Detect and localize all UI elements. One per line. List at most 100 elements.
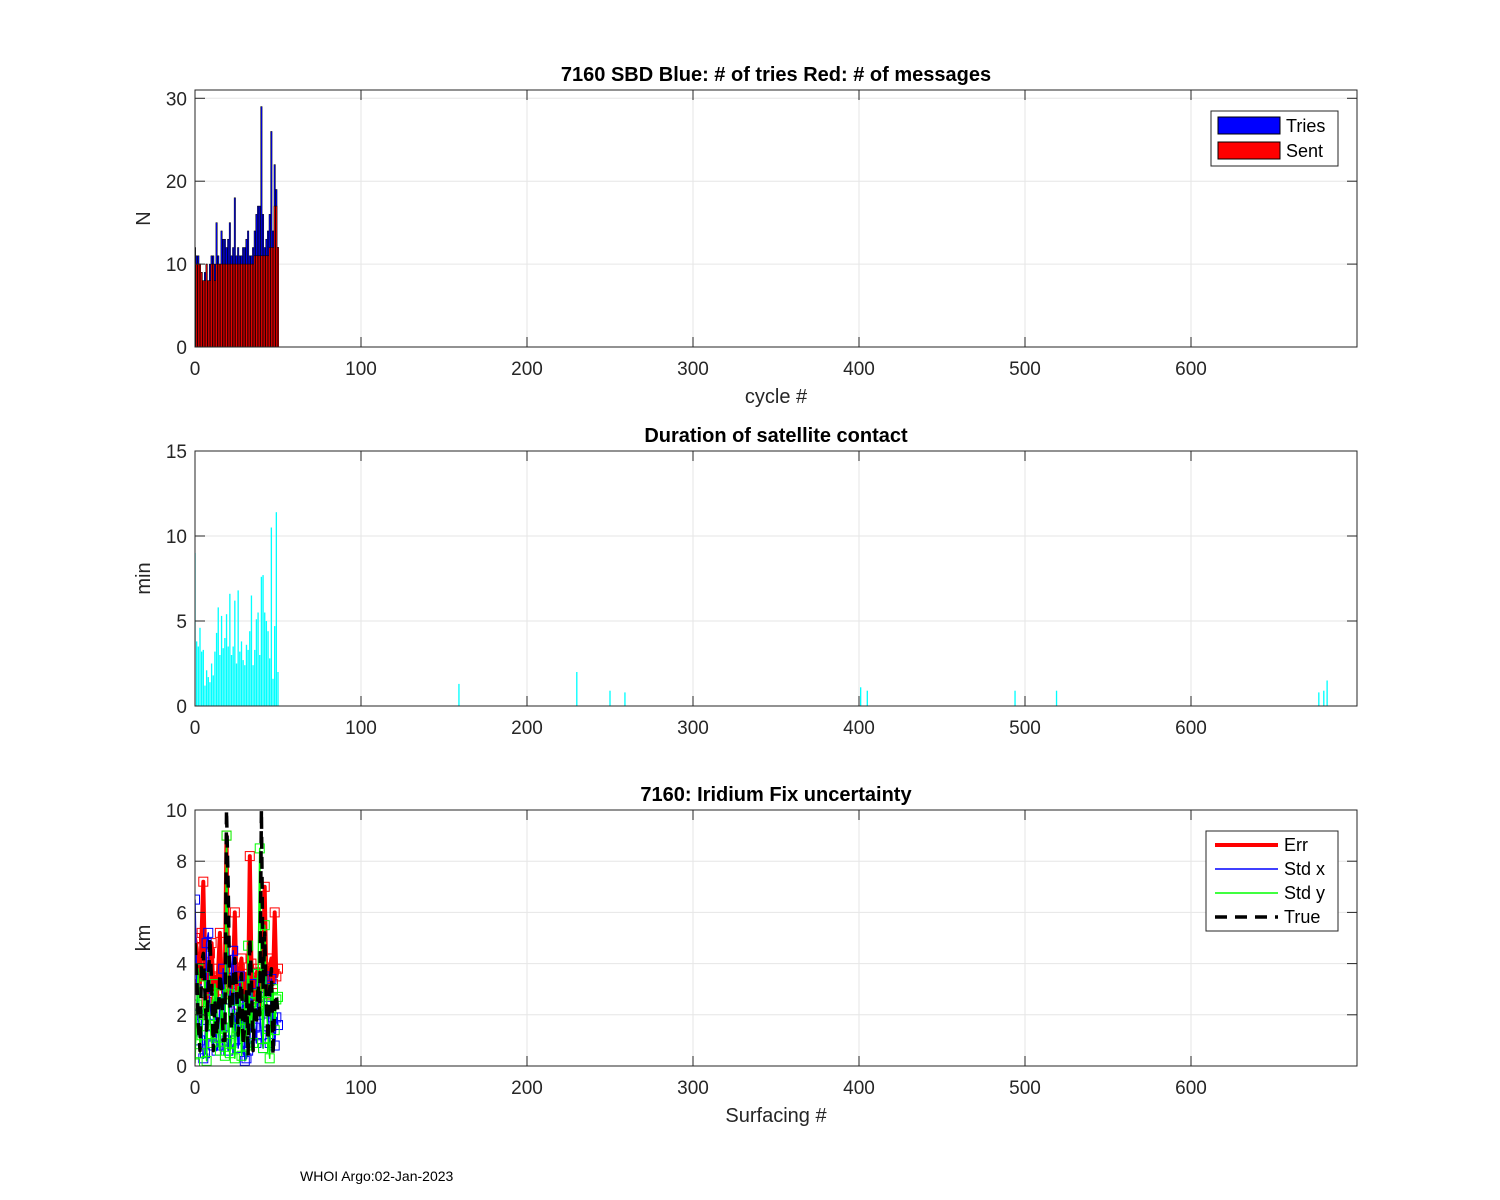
bar-duration — [215, 632, 218, 706]
bar-sent — [272, 247, 274, 347]
bar-duration — [274, 626, 276, 706]
bar-duration — [270, 527, 273, 706]
axes-frame — [194, 89, 1358, 348]
chart-title: 7160: Iridium Fix uncertainty — [640, 784, 912, 806]
bar-sent — [199, 263, 201, 347]
marker-err — [229, 907, 240, 918]
bar-duration — [234, 600, 236, 706]
bar-duration — [260, 576, 263, 706]
x-tick-label: 100 — [345, 718, 377, 739]
bar-duration — [1326, 680, 1328, 706]
bar-duration — [225, 614, 228, 706]
bar-duration — [220, 615, 223, 706]
bar-sent — [212, 263, 215, 347]
bar-sent — [277, 247, 279, 347]
x-tick-label: 500 — [1009, 1078, 1041, 1099]
bar-duration — [229, 593, 231, 706]
y-axis-label: N — [133, 211, 155, 225]
chart-panel-2: 0 100 200 300 400 500 600 0 5 10 15 Duration of sat… — [133, 425, 1358, 739]
bar-duration — [1014, 690, 1016, 706]
bar-sent — [218, 263, 221, 347]
marker-std-y — [264, 1053, 275, 1064]
bar-duration — [866, 690, 868, 706]
y-tick-label: 15 — [166, 442, 187, 463]
bar-sent — [202, 280, 205, 347]
series-line-true — [195, 810, 280, 1058]
marker-std-x — [256, 1030, 267, 1041]
x-tick-label: 200 — [511, 718, 543, 739]
bar-sent — [228, 263, 231, 347]
bar-duration — [230, 655, 233, 706]
bar-duration — [239, 651, 241, 706]
y-axis-label: km — [133, 925, 155, 952]
bar-sent — [232, 263, 235, 347]
bar-duration — [1055, 690, 1058, 706]
bar-duration — [272, 678, 274, 706]
legend-label-std-x: Std x — [1284, 859, 1325, 879]
x-tick-label: 500 — [1009, 359, 1041, 380]
y-tick-label: 10 — [166, 801, 187, 822]
bar-duration — [197, 646, 199, 706]
y-tick-label: 2 — [176, 1006, 187, 1027]
bar-sent — [275, 205, 278, 347]
bar-sent — [250, 263, 253, 347]
bar-duration — [257, 612, 259, 706]
axes-frame — [194, 450, 1358, 707]
legend-label-err: Err — [1284, 835, 1308, 855]
bar-sent — [262, 255, 265, 347]
bar-sent — [197, 263, 200, 347]
bar-duration — [244, 665, 246, 706]
bar-sent — [255, 255, 258, 347]
bar-duration — [576, 672, 578, 706]
marker-err — [236, 953, 247, 964]
x-tick-label: 100 — [345, 359, 377, 380]
bar-duration — [210, 663, 213, 706]
marker-std-y — [201, 1055, 212, 1066]
legend-swatch-tries — [1217, 116, 1281, 135]
x-tick-label: 400 — [843, 359, 875, 380]
plot-area — [195, 90, 1357, 347]
bar-duration — [254, 649, 256, 706]
bar-duration — [242, 660, 244, 706]
bar-duration — [214, 651, 216, 706]
bar-sent — [237, 263, 240, 347]
bar-duration — [199, 627, 201, 706]
marker-std-y — [259, 920, 270, 931]
bar-sent — [205, 263, 208, 347]
y-tick-label: 5 — [176, 612, 187, 633]
x-tick-label: 200 — [511, 359, 543, 380]
data-layer — [195, 810, 283, 1066]
bar-sent — [225, 263, 228, 347]
marker-std-x — [203, 927, 214, 938]
bar-duration — [859, 687, 862, 706]
bar-duration — [209, 682, 211, 706]
bar-sent — [195, 263, 198, 347]
bar-duration — [609, 690, 611, 706]
bar-sent — [233, 263, 236, 347]
marker-std-x — [226, 963, 237, 974]
bar-sent — [210, 263, 213, 347]
bar-sent — [273, 205, 276, 347]
bar-sent — [235, 263, 238, 347]
bar-sent — [207, 280, 210, 347]
marker-err — [266, 953, 277, 964]
bar-sent — [217, 263, 220, 347]
bar-duration — [1318, 692, 1320, 706]
bar-duration — [624, 692, 626, 706]
y-tick-label: 10 — [166, 527, 187, 548]
legend-label-sent: Sent — [1286, 141, 1323, 161]
x-tick-label: 300 — [677, 718, 709, 739]
marker-err — [244, 851, 255, 862]
x-axis-label: cycle # — [745, 386, 808, 408]
bar-sent — [263, 255, 266, 347]
marker-std-x — [223, 1045, 234, 1056]
bar-duration — [265, 621, 268, 706]
x-tick-label: 100 — [345, 1078, 377, 1099]
x-tick-label: 0 — [190, 1078, 201, 1099]
y-tick-label: 0 — [176, 697, 187, 718]
y-tick-label: 20 — [166, 172, 187, 193]
marker-std-x — [228, 945, 239, 956]
bar-duration — [249, 631, 251, 706]
bar-sent — [208, 280, 211, 347]
